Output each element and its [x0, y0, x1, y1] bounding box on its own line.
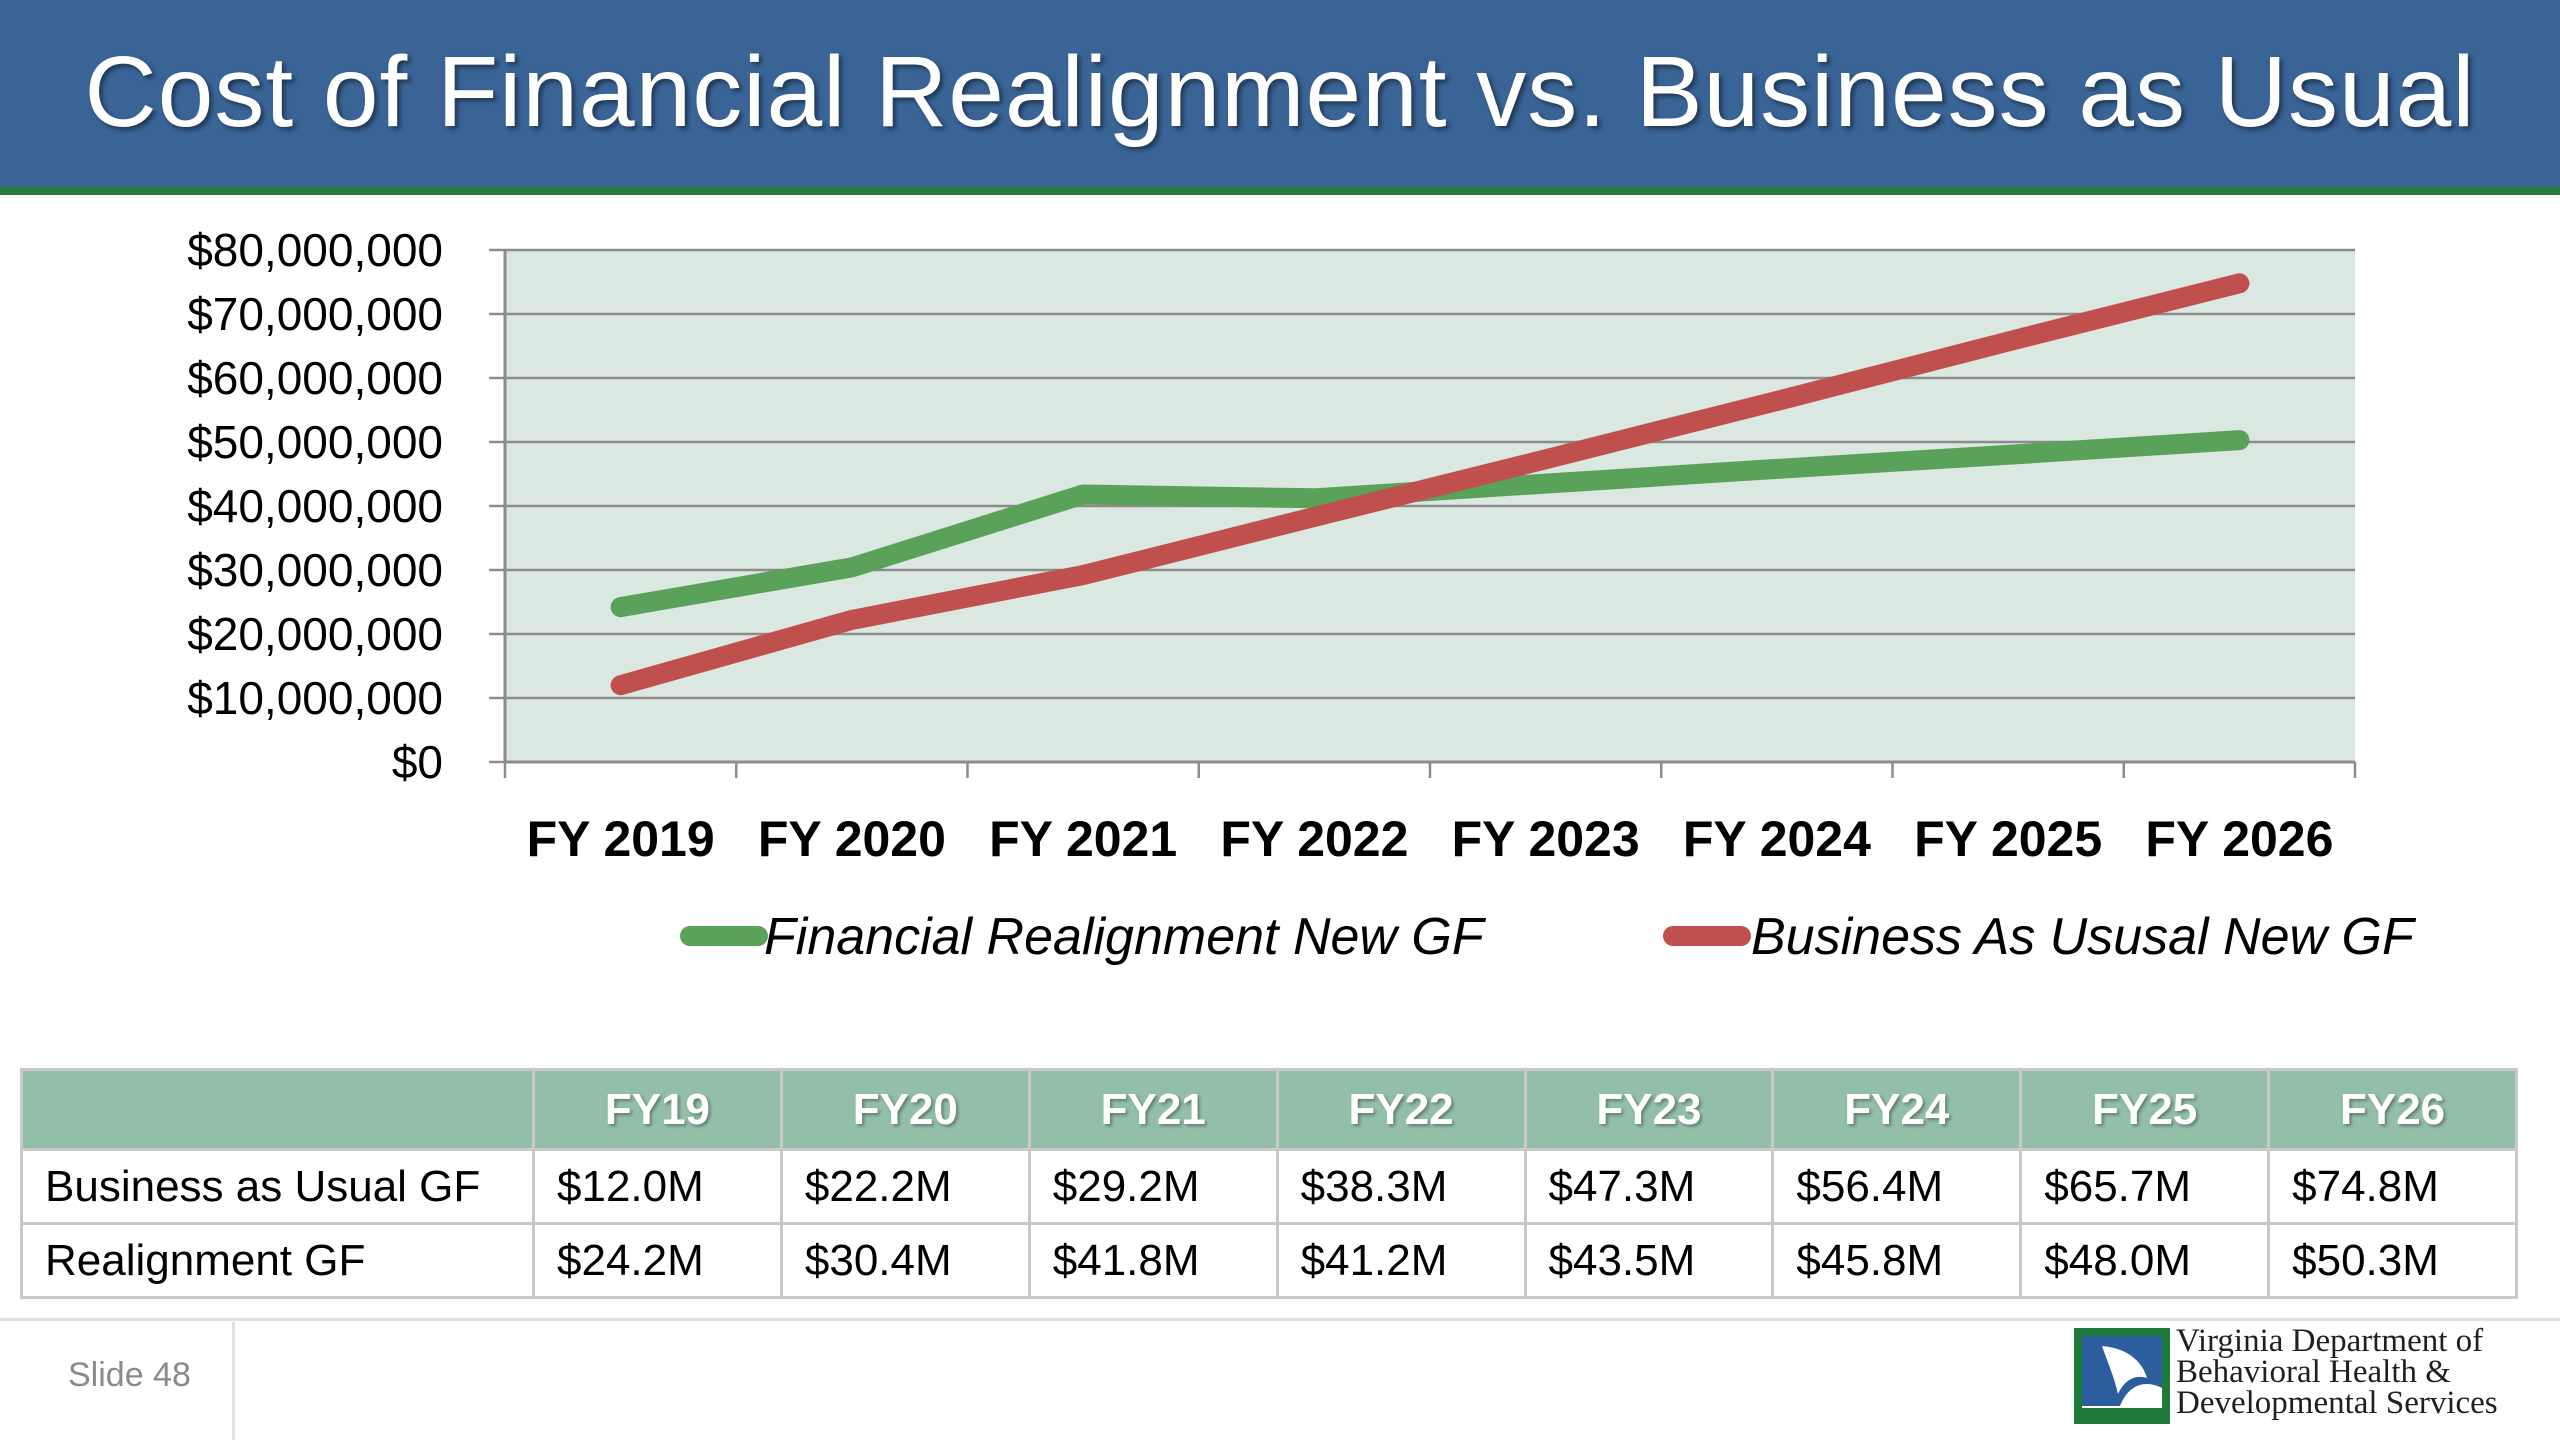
x-tick-label: FY 2022	[1220, 811, 1408, 867]
x-tick-label: FY 2019	[527, 811, 715, 867]
table-cell: $48.0M	[2019, 1222, 2271, 1299]
organization-name: Virginia Department of Behavioral Health…	[2176, 1323, 2556, 1421]
y-tick-label: $80,000,000	[187, 224, 443, 276]
legend-label-2: Business As Ususal New GF	[1751, 908, 2417, 966]
y-tick-label: $40,000,000	[187, 480, 443, 532]
table-cell: $38.3M	[1275, 1148, 1527, 1225]
table-cell: $43.5M	[1523, 1222, 1775, 1299]
table-cell: $45.8M	[1771, 1222, 2023, 1299]
line-chart: $0 $10,000,000 $20,000,000 $30,000,000 $40,0…	[187, 224, 2417, 966]
table-header-row: FY19 FY20 FY21 FY22 FY23 FY24 FY25 FY26	[20, 1068, 2518, 1151]
table-cell: $74.8M	[2267, 1148, 2518, 1225]
legend-label-1: Financial Realignment New GF	[764, 908, 1487, 966]
table-cell: $50.3M	[2267, 1222, 2518, 1299]
dbhds-logo-icon	[2074, 1328, 2170, 1424]
org-line-1: Virginia Department of	[2176, 1323, 2484, 1359]
footer-vertical-divider	[232, 1322, 235, 1440]
x-tick-label: FY 2026	[2145, 811, 2333, 867]
table-row-label: Business as Usual GF	[20, 1148, 535, 1225]
x-tick-label: FY 2021	[989, 811, 1177, 867]
table-header-cell: FY20	[779, 1068, 1031, 1151]
table-header-cell: FY23	[1523, 1068, 1775, 1151]
slide-title: Cost of Financial Realignment vs. Busine…	[84, 36, 2476, 148]
data-table: FY19 FY20 FY21 FY22 FY23 FY24 FY25 FY26 Busines…	[20, 1068, 2518, 1299]
y-tick-label: $10,000,000	[187, 672, 443, 724]
table-cell: $56.4M	[1771, 1148, 2023, 1225]
table-cell: $65.7M	[2019, 1148, 2271, 1225]
table-row: Realignment GF $24.2M $30.4M $41.8M $41.2M $4…	[20, 1222, 2518, 1299]
x-tick-label: FY 2023	[1452, 811, 1640, 867]
table-cell: $29.2M	[1027, 1148, 1279, 1225]
table-cell: $22.2M	[779, 1148, 1031, 1225]
table-row: Business as Usual GF $12.0M $22.2M $29.2M $3…	[20, 1148, 2518, 1225]
x-tick-label: FY 2025	[1914, 811, 2102, 867]
x-tick-label: FY 2024	[1683, 811, 1871, 867]
table-cell: $41.2M	[1275, 1222, 1527, 1299]
org-line-2: Behavioral Health &	[2176, 1354, 2451, 1390]
y-tick-label: $30,000,000	[187, 544, 443, 596]
table-header-cell: FY21	[1027, 1068, 1279, 1151]
y-tick-label: $0	[392, 736, 443, 788]
table-row-label: Realignment GF	[20, 1222, 535, 1299]
table-header-cell: FY24	[1771, 1068, 2023, 1151]
table-cell: $47.3M	[1523, 1148, 1775, 1225]
footer-divider-line	[0, 1318, 2560, 1321]
slide-number: Slide 48	[68, 1356, 191, 1394]
table-cell: $30.4M	[779, 1222, 1031, 1299]
y-tick-label: $70,000,000	[187, 288, 443, 340]
title-bar	[0, 0, 2560, 195]
table-cell: $12.0M	[532, 1148, 783, 1225]
series-line-2	[610, 273, 2250, 696]
y-tick-label: $20,000,000	[187, 608, 443, 660]
table-header-cell: FY25	[2019, 1068, 2271, 1151]
table-header-cell: FY22	[1275, 1068, 1527, 1151]
table-header-blank	[20, 1068, 535, 1151]
x-tick-label: FY 2020	[758, 811, 946, 867]
table-cell: $24.2M	[532, 1222, 783, 1299]
org-line-3: Developmental Services	[2176, 1385, 2498, 1421]
table-header-cell: FY26	[2267, 1068, 2518, 1151]
y-tick-label: $60,000,000	[187, 352, 443, 404]
y-tick-label: $50,000,000	[187, 416, 443, 468]
table-cell: $41.8M	[1027, 1222, 1279, 1299]
table-header-cell: FY19	[532, 1068, 783, 1151]
